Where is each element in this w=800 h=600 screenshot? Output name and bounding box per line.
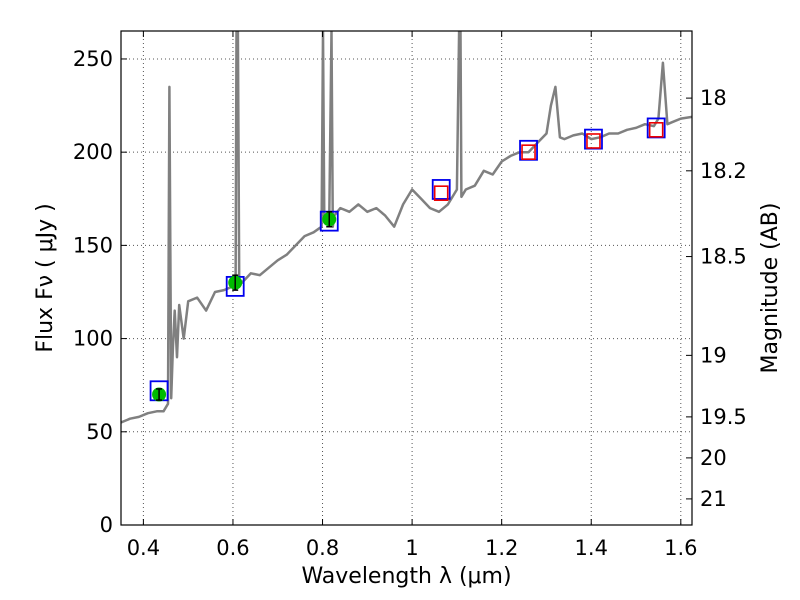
x-tick-label: 0.4 (127, 536, 160, 560)
plot-frame (120, 30, 693, 526)
axis-ticks (121, 31, 692, 526)
spectrum-line (121, 31, 692, 424)
x-tick-label: 0.6 (216, 536, 249, 560)
mag-tick-label: 18.2 (700, 159, 747, 183)
x-tick-label: 1.6 (664, 536, 697, 560)
y-axis-right-label: Magnitude (AB) (758, 203, 783, 374)
observed-box (433, 185, 449, 201)
x-tick-label: 0.8 (306, 536, 339, 560)
mag-tick-label: 19 (700, 343, 727, 367)
y-tick-label: 150 (73, 233, 113, 257)
tick-labels: 0.4 0.6 0.8 1 1.2 1.4 1.6 0 50 100 150 200 250 18 18.2… (73, 47, 747, 560)
x-axis-label: Wavelength λ (μm) (301, 564, 511, 589)
model-box (431, 179, 451, 200)
y-tick-label: 200 (73, 140, 113, 164)
y-tick-label: 100 (73, 327, 113, 351)
observed-box (586, 133, 601, 149)
mag-tick-label: 18.5 (700, 245, 747, 269)
x-tick-label: 1 (405, 536, 418, 560)
mag-tick-label: 21 (700, 487, 727, 511)
x-tick-label: 1.2 (485, 536, 518, 560)
x-tick-label: 1.4 (575, 536, 608, 560)
y-tick-label: 0 (100, 513, 113, 537)
y-axis-label: Flux Fν ( μJy ) (33, 203, 58, 352)
mag-tick-label: 20 (700, 446, 727, 470)
mag-tick-label: 18 (700, 86, 727, 110)
mag-tick-label: 19.5 (700, 405, 747, 429)
photometry-points (149, 117, 666, 402)
y-tick-label: 50 (86, 420, 113, 444)
observed-box (648, 122, 664, 138)
observed-box (521, 144, 536, 160)
spectrum-series (121, 31, 692, 424)
y-tick-label: 250 (73, 47, 113, 71)
